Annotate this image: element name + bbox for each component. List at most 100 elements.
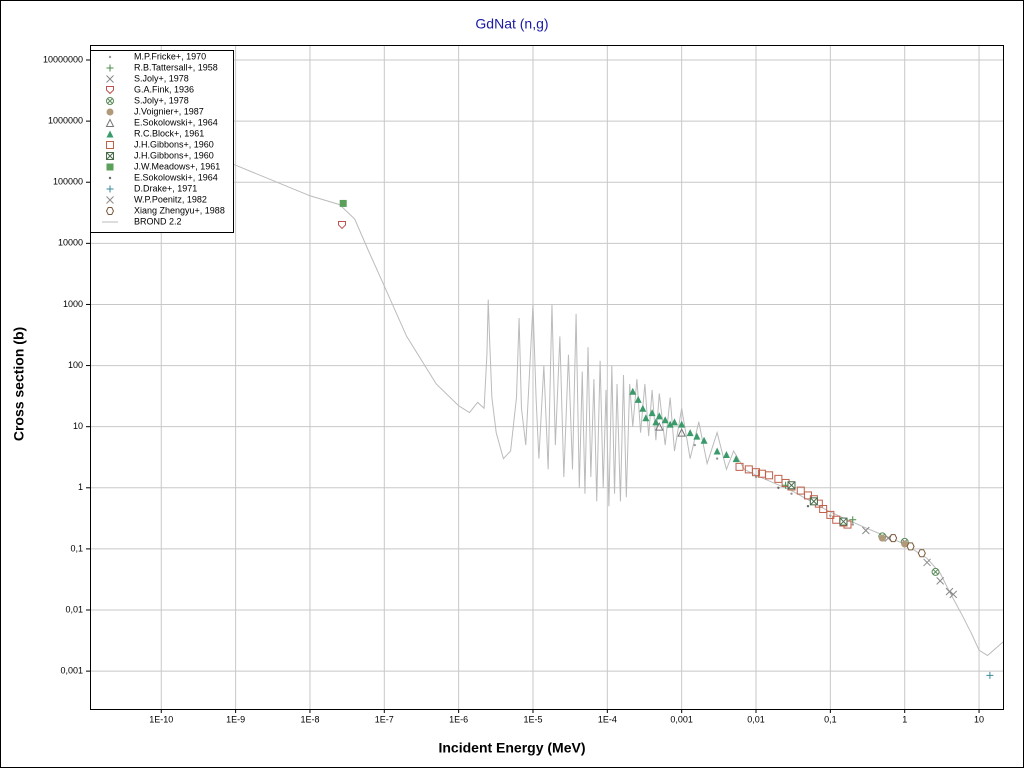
marker-part: [693, 443, 696, 447]
marker-part: [810, 497, 818, 506]
marker-part: [686, 429, 694, 437]
marker: [945, 587, 954, 596]
x-axis-label: Incident Energy (MeV): [438, 740, 585, 756]
marker-part: [796, 486, 805, 495]
marker-part: [819, 504, 828, 513]
legend-label: Xiang Zhengyu+, 1988: [134, 205, 225, 215]
legend-symbol: [106, 75, 114, 83]
marker-part: [106, 141, 114, 149]
marker: [677, 427, 686, 437]
legend-label: G.A.Fink, 1936: [134, 84, 194, 94]
marker-part: [787, 481, 796, 490]
x-tick-label: 1E-5: [523, 714, 542, 724]
marker: [732, 455, 740, 463]
x-tick-label: 1E-6: [449, 714, 468, 724]
y-tick-label: 10: [73, 421, 83, 431]
x-tick-label: 0,01: [747, 714, 765, 724]
legend-label: S.Joly+, 1978: [134, 95, 189, 105]
marker-part: [670, 418, 678, 426]
y-tick-label: 1000000: [48, 115, 83, 125]
x-tick-label: 1E-4: [598, 714, 617, 724]
marker-part: [693, 432, 701, 440]
marker: [901, 540, 909, 548]
x-tick-label: 1E-8: [300, 714, 319, 724]
marker: [735, 462, 744, 471]
marker: [851, 523, 854, 526]
marker: [861, 526, 870, 535]
marker-part: [106, 163, 114, 171]
legend-label: W.P.Poenitz, 1982: [134, 194, 207, 204]
legend-box: [90, 50, 234, 233]
marker-part: [826, 510, 835, 519]
marker: [765, 471, 774, 480]
marker-part: [106, 64, 114, 72]
legend-label: M.P.Fricke+, 1970: [134, 51, 206, 61]
marker: [661, 416, 669, 424]
marker: [715, 457, 719, 460]
marker: [634, 395, 642, 403]
marker-part: [661, 416, 669, 424]
y-tick-label: 100: [68, 360, 83, 370]
x-tick-label: 1E-10: [149, 714, 173, 724]
y-tick-label: 1000: [63, 299, 83, 309]
marker-part: [932, 569, 939, 575]
marker-part: [713, 447, 721, 455]
marker: [338, 220, 347, 230]
marker-part: [777, 486, 780, 489]
legend-symbol: [106, 86, 114, 95]
legend-symbol: [106, 97, 114, 105]
y-axis-label: Cross section (b): [11, 327, 27, 441]
marker: [986, 671, 994, 679]
legend-label: J.W.Meadows+, 1961: [134, 161, 220, 171]
legend-symbol: [108, 55, 112, 59]
marker: [936, 577, 945, 585]
marker-part: [108, 176, 112, 180]
marker-part: [986, 671, 994, 679]
y-tick-label: 0,001: [60, 665, 83, 675]
marker-part: [949, 590, 958, 599]
marker: [777, 486, 780, 489]
marker: [829, 514, 832, 517]
marker: [666, 420, 674, 428]
marker-part: [108, 55, 112, 59]
marker-part: [906, 542, 915, 551]
legend-symbol: [106, 64, 114, 72]
marker: [917, 549, 926, 558]
legend-label: E.Sokolowski+, 1964: [134, 117, 218, 127]
legend-symbol: [105, 207, 115, 215]
marker: [648, 409, 656, 417]
legend-symbol: [106, 130, 114, 138]
marker-part: [106, 185, 114, 193]
marker: [826, 510, 835, 519]
marker: [678, 420, 686, 428]
marker: [839, 517, 848, 526]
marker-part: [732, 455, 740, 463]
marker-part: [889, 534, 898, 543]
marker: [806, 504, 810, 508]
marker-part: [106, 75, 114, 83]
marker-part: [829, 514, 832, 517]
marker: [670, 418, 678, 426]
marker-part: [654, 422, 664, 431]
series-line: [89, 105, 1004, 657]
marker: [642, 414, 650, 422]
marker: [693, 443, 696, 447]
marker-part: [849, 516, 857, 524]
marker: [923, 558, 931, 567]
marker-part: [105, 118, 115, 127]
marker: [878, 534, 886, 542]
marker: [889, 534, 898, 543]
marker-part: [338, 220, 347, 230]
marker-part: [634, 395, 642, 403]
marker: [796, 486, 805, 495]
legend-symbol: [106, 152, 114, 160]
legend-label: E.Sokolowski+, 1964: [134, 172, 218, 182]
marker-part: [754, 475, 758, 479]
marker-part: [715, 457, 719, 460]
marker-part: [878, 534, 886, 542]
legend-label: J.H.Gibbons+, 1960: [134, 139, 214, 149]
marker-part: [700, 436, 708, 444]
marker-part: [752, 468, 761, 477]
marker-part: [339, 199, 347, 207]
x-tick-label: 1E-9: [226, 714, 245, 724]
